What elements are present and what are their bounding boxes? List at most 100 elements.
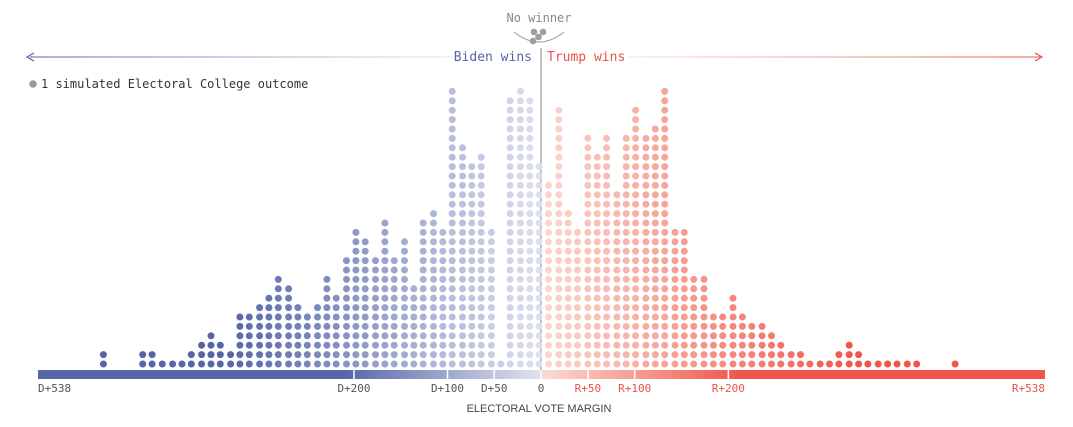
outcome-dot [207, 341, 215, 349]
outcome-dot [661, 238, 669, 246]
outcome-dot [738, 322, 746, 330]
outcome-dot [468, 275, 476, 283]
outcome-dot [555, 163, 563, 171]
outcome-dot [294, 351, 302, 359]
outcome-dot [777, 351, 785, 359]
outcome-dot [390, 313, 398, 321]
outcome-dot [555, 351, 563, 359]
outcome-dot [361, 285, 369, 293]
outcome-dot [459, 144, 466, 152]
outcome-dot [613, 247, 621, 255]
outcome-dot [642, 210, 650, 218]
outcome-dot [564, 210, 572, 218]
outcome-dot [593, 294, 601, 302]
outcome-dot [410, 332, 418, 340]
outcome-dot [651, 153, 659, 161]
outcome-dot [622, 332, 630, 340]
outcome-dot [622, 163, 630, 171]
outcome-dot [651, 191, 659, 199]
outcome-dot [459, 285, 466, 293]
outcome-dot [352, 294, 360, 302]
outcome-dot [787, 360, 795, 368]
outcome-dot [459, 351, 466, 359]
outcome-dot [506, 172, 514, 180]
outcome-dot [516, 257, 524, 265]
outcome-dot [516, 275, 524, 283]
outcome-dot [613, 332, 621, 340]
outcome-dot [642, 257, 650, 265]
outcome-dot [468, 210, 476, 218]
outcome-dot [545, 266, 552, 274]
outcome-dot [303, 332, 311, 340]
outcome-dot [729, 341, 737, 349]
outcome-dot [632, 200, 640, 208]
outcome-dot [448, 247, 456, 255]
outcome-dot [671, 332, 679, 340]
outcome-dot [381, 285, 389, 293]
outcome-dot [768, 351, 775, 359]
outcome-dot [419, 332, 427, 340]
outcome-dot [613, 219, 621, 227]
outcome-dot [207, 360, 215, 368]
outcome-dot [361, 238, 369, 246]
outcome-dot [545, 341, 552, 349]
outcome-dot [555, 285, 563, 293]
outcome-dot [294, 304, 302, 312]
outcome-dot [622, 172, 630, 180]
outcome-dot [690, 351, 698, 359]
outcome-dot [372, 313, 379, 321]
outcome-dot [642, 144, 650, 152]
outcome-dot [314, 313, 321, 321]
outcome-dot [651, 238, 659, 246]
trump-wins-label: Trump wins [547, 50, 625, 65]
outcome-dot [274, 322, 282, 330]
outcome-dot [139, 360, 147, 368]
outcome-dot [372, 275, 379, 283]
outcome-dot [535, 275, 543, 283]
outcome-dot [584, 219, 592, 227]
outcome-dot [719, 332, 727, 340]
outcome-dot [265, 294, 273, 302]
outcome-dot [787, 351, 795, 359]
outcome-dot [381, 219, 389, 227]
outcome-dot [526, 144, 534, 152]
outcome-dot [535, 200, 543, 208]
outcome-dot [593, 200, 601, 208]
outcome-dot [651, 351, 659, 359]
outcome-dot [545, 304, 552, 312]
outcome-dot [632, 341, 640, 349]
outcome-dot [651, 304, 659, 312]
outcome-dot [651, 266, 659, 274]
outcome-dot [661, 304, 669, 312]
tick-marks [353, 370, 730, 381]
outcome-dot [555, 144, 563, 152]
outcome-dot [622, 285, 630, 293]
outcome-dot [603, 172, 611, 180]
outcome-dot [439, 257, 447, 265]
outcome-dot [381, 275, 389, 283]
outcome-dot [574, 247, 581, 255]
outcome-dot [390, 322, 398, 330]
outcome-dot [661, 87, 669, 95]
outcome-dot [294, 341, 302, 349]
outcome-dot [343, 360, 350, 368]
outcome-dot [468, 285, 476, 293]
outcome-dot [729, 313, 737, 321]
outcome-dot [487, 228, 495, 236]
outcome-dot [294, 313, 302, 321]
outcome-dot [265, 332, 273, 340]
outcome-dot [430, 351, 437, 359]
outcome-dot [314, 360, 321, 368]
outcome-dot [526, 304, 534, 312]
outcome-dot [651, 360, 659, 368]
outcome-dot [768, 360, 775, 368]
outcome-dot [671, 238, 679, 246]
outcome-dot [401, 313, 408, 321]
outcome-dot [430, 238, 437, 246]
outcome-dot [584, 360, 592, 368]
outcome-dot [855, 351, 863, 359]
outcome-dot [593, 285, 601, 293]
outcome-dot [661, 125, 669, 133]
outcome-dot [303, 322, 311, 330]
outcome-dot [294, 360, 302, 368]
